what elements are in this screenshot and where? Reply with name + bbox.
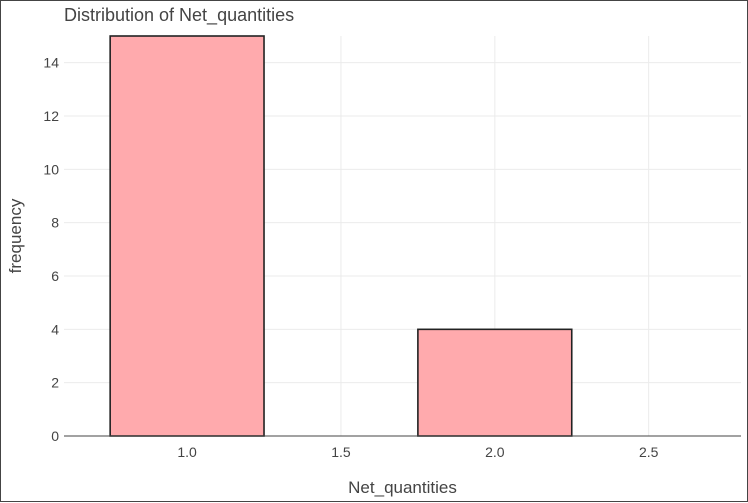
y-tick-label: 12 — [43, 108, 59, 124]
y-tick-label: 6 — [51, 268, 59, 284]
y-tick-label: 0 — [51, 428, 59, 444]
y-tick-label: 10 — [43, 161, 59, 177]
tick-labels: 0 2 4 6 8 10 12 14 1.0 1.5 2.0 2.5 — [43, 55, 658, 460]
x-tick-label: 1.0 — [177, 444, 197, 460]
x-tick-label: 2.5 — [639, 444, 659, 460]
histogram-bar — [109, 35, 265, 437]
y-tick-label: 8 — [51, 215, 59, 231]
x-tick-label: 1.5 — [331, 444, 351, 460]
bars — [109, 35, 573, 437]
histogram-bar — [417, 328, 573, 437]
chart-title: Distribution of Net_quantities — [64, 5, 295, 25]
y-axis-title: frequency — [6, 198, 25, 273]
x-axis-title: Net_quantities — [348, 478, 457, 497]
y-tick-label: 2 — [51, 375, 59, 391]
y-tick-label: 4 — [51, 321, 59, 337]
y-tick-label: 14 — [43, 55, 59, 71]
grid-lines — [64, 36, 741, 436]
x-tick-label: 2.0 — [485, 444, 505, 460]
